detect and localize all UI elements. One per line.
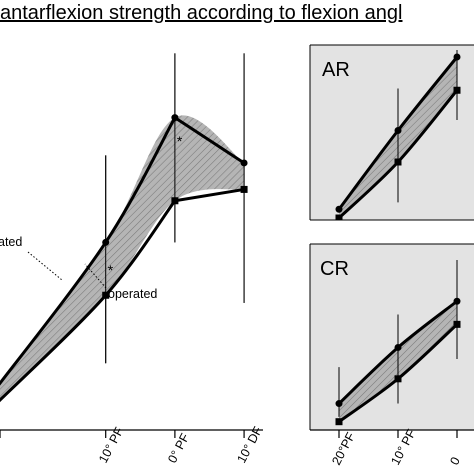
cr-chart: CR 20°PF 10° PF 0 [309,243,474,468]
cr-x-tick-label: 10° PF [388,427,419,468]
significance-asterisk: * [108,262,114,278]
ar-point-operated [394,158,402,166]
ar-point-operated [453,86,461,94]
cr-panel-background [310,244,474,430]
cr-point-operated [394,375,402,383]
cr-point-uninjured [394,343,402,351]
cr-x-tick-label: 0 [447,455,463,468]
main-point-uninjured [171,114,179,122]
cr-point-operated [335,418,343,426]
ar-point-operated [335,214,343,220]
cr-point-uninjured [453,297,461,305]
cr-point-operated [453,320,461,328]
figure-title: antarflexion strength according to flexi… [0,2,402,24]
x-tick-label: 10° PF [96,425,127,466]
label-operated: operated [108,287,157,301]
leader-uninjured [27,251,63,281]
cr-point-uninjured [335,400,343,408]
main-point-operated [240,185,248,193]
ar-panel-title: AR [322,59,350,81]
main-point-uninjured [240,159,248,167]
cr-x-tick-label: 20°PF [329,430,358,468]
label-uninjured: ated [0,235,22,249]
ar-point-uninjured [335,205,343,213]
main-point-operated [171,197,179,205]
ar-point-uninjured [453,53,461,61]
cr-panel-title: CR [320,258,349,280]
main-difference-band [0,115,245,400]
main-point-uninjured [102,238,110,246]
x-tick-label: 0° PF [165,431,192,466]
main-point-operated [102,291,110,299]
ar-point-uninjured [394,127,402,134]
ar-chart: AR [309,44,474,221]
significance-asterisk: * [177,133,183,149]
